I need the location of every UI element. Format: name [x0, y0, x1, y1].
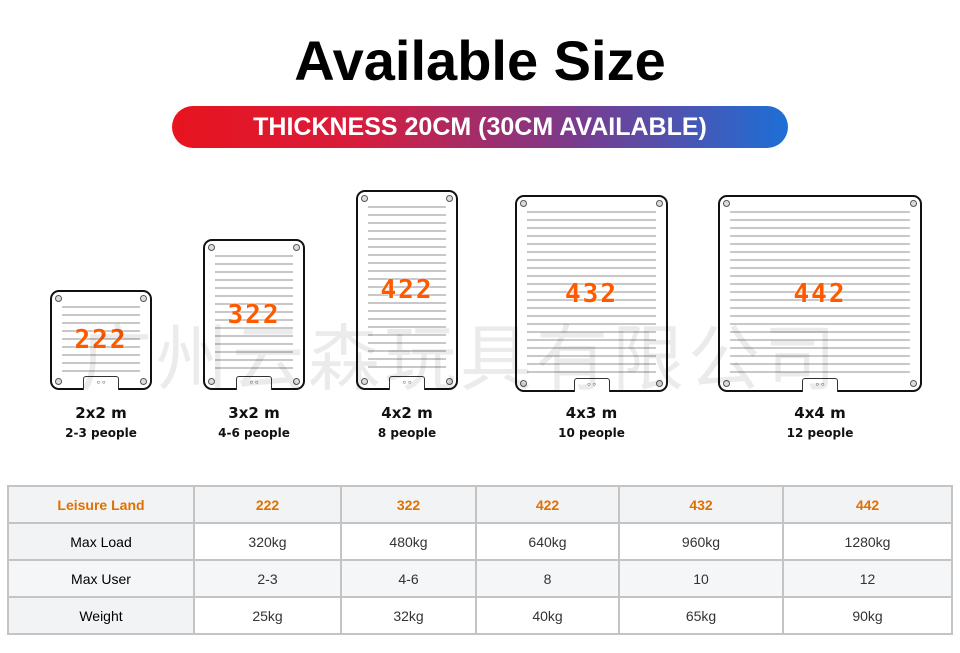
table-header-row: Leisure Land 222 322 422 432 442: [7, 485, 953, 524]
table-cell: 640kg: [475, 522, 620, 561]
model-code: 432: [565, 278, 618, 309]
size-label: 4x3 m 10 people: [485, 404, 698, 440]
trampoline-mat-222: 222 ○ ○: [50, 290, 152, 390]
thickness-banner: THICKNESS 20CM (30CM AVAILABLE): [172, 106, 788, 148]
screw-icon: [910, 200, 917, 207]
model-code: 322: [227, 299, 281, 330]
table-cell: 8: [475, 559, 620, 598]
size-label: 4x2 m 8 people: [326, 404, 488, 440]
table-cell: 65kg: [618, 596, 784, 635]
size-capacity: 8 people: [377, 426, 437, 440]
connector-tab-icon: ○ ○: [236, 376, 272, 390]
model-code: 422: [380, 275, 434, 305]
table-cell: 90kg: [782, 596, 953, 635]
screw-icon: [656, 380, 663, 387]
screw-icon: [520, 200, 527, 207]
size-capacity: 10 people: [558, 426, 625, 440]
trampoline-mat-422: 422 ○ ○: [356, 190, 458, 390]
size-label: 3x2 m 4-6 people: [173, 404, 335, 440]
connector-tab-icon: ○ ○: [83, 376, 119, 390]
size-dimensions: 3x2 m: [228, 404, 280, 422]
table-row: Max Load 320kg 480kg 640kg 960kg 1280kg: [7, 522, 953, 561]
header-cell: 322: [340, 485, 477, 524]
size-dimensions: 2x2 m: [75, 404, 127, 422]
screw-icon: [55, 378, 62, 385]
screw-icon: [446, 195, 453, 202]
table-cell: 480kg: [340, 522, 477, 561]
header-cell: Leisure Land: [7, 485, 195, 524]
screw-icon: [208, 244, 215, 251]
model-code: 222: [74, 325, 128, 355]
size-capacity: 12 people: [786, 426, 854, 440]
screw-icon: [723, 380, 730, 387]
size-capacity: 2-3 people: [65, 426, 137, 440]
size-capacity: 4-6 people: [218, 426, 290, 440]
connector-tab-icon: ○ ○: [573, 378, 610, 392]
table-cell: 32kg: [340, 596, 477, 635]
row-label: Max Load: [7, 522, 195, 561]
screw-icon: [910, 380, 917, 387]
page-title: Available Size: [294, 29, 666, 92]
table-cell: 40kg: [475, 596, 620, 635]
size-dimensions: 4x3 m: [565, 404, 618, 422]
table-cell: 25kg: [193, 596, 342, 635]
connector-tab-icon: ○ ○: [802, 378, 838, 392]
model-code: 442: [793, 278, 847, 309]
header-cell: 422: [475, 485, 620, 524]
table-row: Max User 2-3 4-6 8 10 12: [7, 559, 953, 598]
row-label: Max User: [7, 559, 195, 598]
table-cell: 960kg: [618, 522, 784, 561]
table-cell: 4-6: [340, 559, 477, 598]
trampoline-mat-432: 432 ○ ○: [515, 195, 668, 392]
screw-icon: [520, 380, 527, 387]
header-cell: 442: [782, 485, 953, 524]
screw-icon: [208, 378, 215, 385]
trampoline-mat-442: 442 ○ ○: [718, 195, 922, 392]
table-cell: 10: [618, 559, 784, 598]
table-cell: 12: [782, 559, 953, 598]
row-label: Weight: [7, 596, 195, 635]
screw-icon: [140, 378, 147, 385]
screw-icon: [723, 200, 730, 207]
screw-icon: [293, 378, 300, 385]
size-label: 4x4 m 12 people: [688, 404, 952, 440]
header-cell: 432: [618, 485, 784, 524]
screw-icon: [361, 378, 368, 385]
screw-icon: [656, 200, 663, 207]
screw-icon: [55, 295, 62, 302]
size-label: 2x2 m 2-3 people: [20, 404, 182, 440]
size-dimensions: 4x4 m: [794, 404, 846, 422]
size-dimensions: 4x2 m: [381, 404, 433, 422]
table-cell: 2-3: [193, 559, 342, 598]
table-cell: 1280kg: [782, 522, 953, 561]
screw-icon: [446, 378, 453, 385]
screw-icon: [293, 244, 300, 251]
screw-icon: [140, 295, 147, 302]
spec-table: Leisure Land 222 322 422 432 442 Max Loa…: [7, 485, 953, 635]
connector-tab-icon: ○ ○: [389, 376, 425, 390]
screw-icon: [361, 195, 368, 202]
trampoline-mat-322: 322 ○ ○: [203, 239, 305, 390]
table-cell: 320kg: [193, 522, 342, 561]
header-cell: 222: [193, 485, 342, 524]
table-row: Weight 25kg 32kg 40kg 65kg 90kg: [7, 596, 953, 635]
